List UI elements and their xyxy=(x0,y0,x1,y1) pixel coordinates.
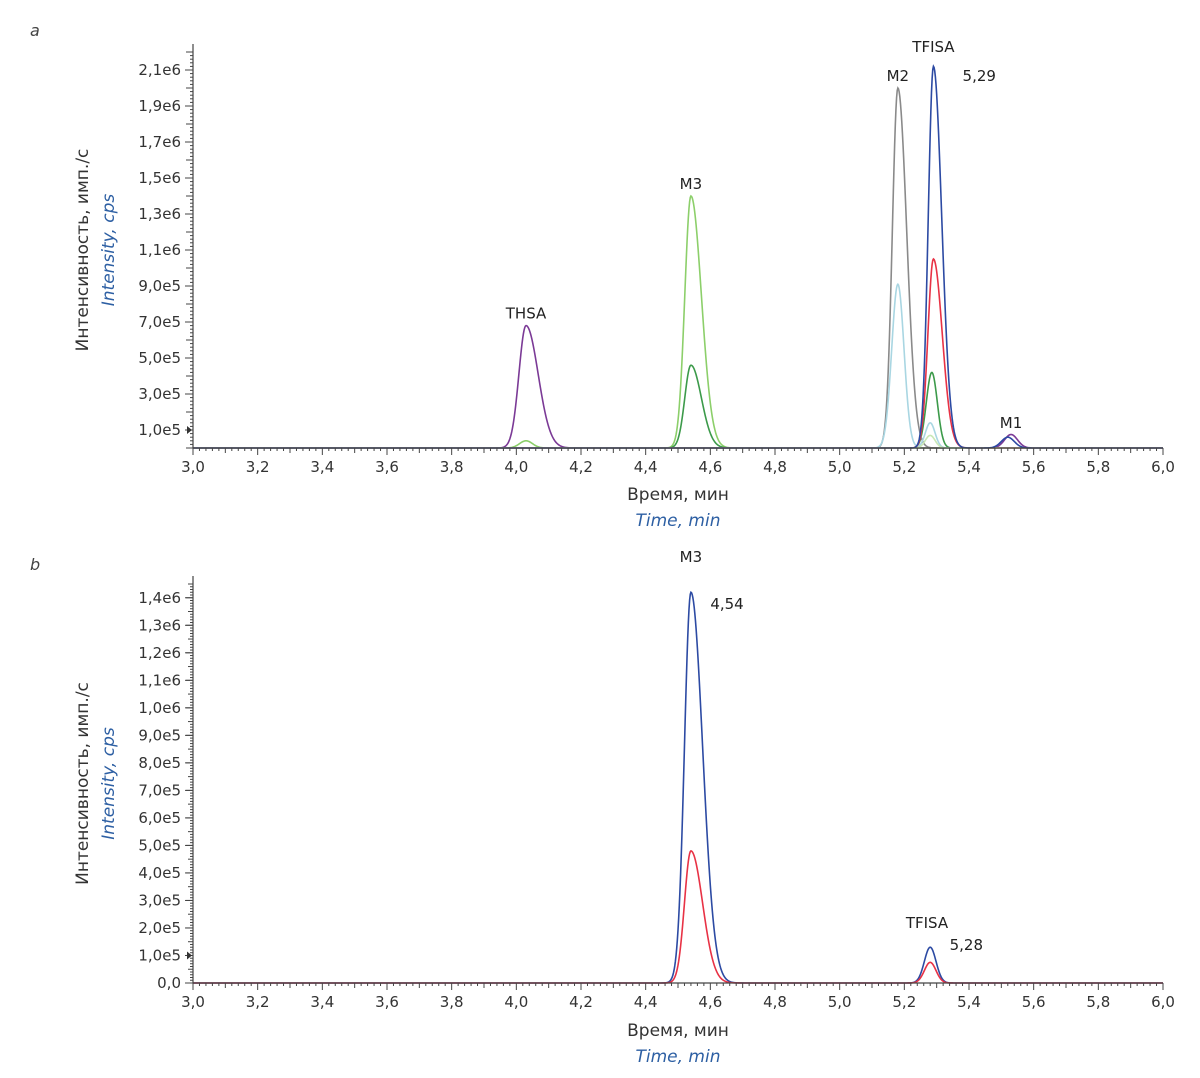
y-tick-label: 3,0e5 xyxy=(138,385,181,403)
x-axis-label-ru: Время, мин xyxy=(627,485,729,505)
y-tick-label: 1,1e6 xyxy=(138,241,181,259)
chart-panel-a: a 3,0 3,2 3,4 3,6 3,8 4,0 4,2 4,4 4,6 4,8 5,0 5,2 5,4… xyxy=(30,21,1175,531)
x-axis-label-ru: Время, мин xyxy=(627,1021,729,1041)
y-tick-label: 6,0e5 xyxy=(138,809,181,827)
x-tick-label: 4,8 xyxy=(763,458,787,476)
y-tick-label: 4,0e5 xyxy=(138,864,181,882)
x-tick-label: 6,0 xyxy=(1151,993,1175,1011)
series-group xyxy=(193,590,1163,984)
x-tick-label: 3,6 xyxy=(375,458,399,476)
x-tick-label: 4,8 xyxy=(763,993,787,1011)
x-tick-label: 3,8 xyxy=(440,458,464,476)
series-line-4 xyxy=(193,86,1163,449)
x-tick-label: 5,8 xyxy=(1086,458,1110,476)
x-tick-label: 4,2 xyxy=(569,458,593,476)
x-tick-label: 3,0 xyxy=(181,993,205,1011)
peak-label: TFISA xyxy=(905,914,949,932)
x-tick-label: 5,4 xyxy=(957,458,981,476)
y-ticks: 1,0e5 3,0e5 5,0e5 7,0e5 9,0e5 1,1e6 1,3e6 1,5e6… xyxy=(138,51,193,449)
x-tick-label: 5,2 xyxy=(892,993,916,1011)
y-tick-label: 9,0e5 xyxy=(138,726,181,744)
x-tick-label: 4,0 xyxy=(504,458,528,476)
retention-time-label: 4,54 xyxy=(710,595,743,613)
y-ticks: 0,0 1,0e5 2,0e5 3,0e5 4,0e5 5,0e5 6,0e5 7,0e5 8,… xyxy=(138,583,193,992)
x-tick-label: 6,0 xyxy=(1151,458,1175,476)
panel-letter: a xyxy=(30,21,40,40)
y-tick-label: 8,0e5 xyxy=(138,754,181,772)
peak-label: THSA xyxy=(505,304,547,322)
x-tick-label: 5,6 xyxy=(1022,993,1046,1011)
peak-label: M3 xyxy=(680,175,703,193)
y-tick-label: 1,3e6 xyxy=(138,616,181,634)
x-tick-label: 4,4 xyxy=(634,458,658,476)
x-tick-label: 3,2 xyxy=(246,993,270,1011)
y-tick-label: 1,1e6 xyxy=(138,671,181,689)
x-ticks: 3,0 3,2 3,4 3,6 3,8 4,0 4,2 4,4 4,6 4,8 5,0 5,2 5,4 5… xyxy=(181,448,1175,476)
y-tick-label: 3,0e5 xyxy=(138,891,181,909)
x-axis-label-en: Time, min xyxy=(636,511,721,531)
y-tick-label: 2,1e6 xyxy=(138,61,181,79)
retention-time-label: 5,29 xyxy=(963,67,996,85)
y-tick-label: 1,2e6 xyxy=(138,644,181,662)
y-tick-label: 7,0e5 xyxy=(138,781,181,799)
x-tick-label: 3,4 xyxy=(310,458,334,476)
x-tick-label: 5,6 xyxy=(1022,458,1046,476)
x-tick-label: 4,0 xyxy=(504,993,528,1011)
y-tick-label: 7,0e5 xyxy=(138,313,181,331)
y-axis-label-en: Intensity, cps xyxy=(99,194,119,307)
x-tick-label: 4,6 xyxy=(698,993,722,1011)
y-tick-label: 9,0e5 xyxy=(138,277,181,295)
x-tick-label: 5,2 xyxy=(892,458,916,476)
x-tick-label: 5,0 xyxy=(828,458,852,476)
y-axis-label-en: Intensity, cps xyxy=(99,727,119,840)
y-tick-label: 5,0e5 xyxy=(138,349,181,367)
x-axis-label-en: Time, min xyxy=(636,1047,721,1067)
peak-label: M3 xyxy=(680,548,703,566)
x-tick-label: 3,6 xyxy=(375,993,399,1011)
x-tick-label: 4,2 xyxy=(569,993,593,1011)
retention-time-label: 5,28 xyxy=(950,936,983,954)
peak-label: M1 xyxy=(1000,414,1023,432)
panel-letter: b xyxy=(30,555,40,574)
y-tick-label: 1,0e5 xyxy=(138,421,181,439)
x-tick-label: 4,4 xyxy=(634,993,658,1011)
y-tick-label: 1,7e6 xyxy=(138,133,181,151)
series-line-2 xyxy=(193,194,1163,449)
series-line-8 xyxy=(193,64,1163,449)
x-tick-label: 4,6 xyxy=(698,458,722,476)
x-tick-label: 5,8 xyxy=(1086,993,1110,1011)
series-line-1 xyxy=(193,590,1163,984)
x-tick-label: 3,2 xyxy=(246,458,270,476)
x-tick-label: 5,4 xyxy=(957,993,981,1011)
x-tick-label: 3,0 xyxy=(181,458,205,476)
y-tick-label: 2,0e5 xyxy=(138,919,181,937)
series-group xyxy=(193,64,1163,449)
series-line-3 xyxy=(193,364,1163,449)
peak-label: M2 xyxy=(887,67,910,85)
y-axis-marker xyxy=(187,951,192,960)
y-tick-label: 1,9e6 xyxy=(138,97,181,115)
y-tick-label: 0,0 xyxy=(157,974,181,992)
y-tick-label: 5,0e5 xyxy=(138,836,181,854)
y-tick-label: 1,4e6 xyxy=(138,589,181,607)
y-tick-label: 1,0e5 xyxy=(138,946,181,964)
x-tick-label: 3,4 xyxy=(310,993,334,1011)
chart-panel-b: b 3,0 3,2 3,4 3,6 3,8 4,0 4,2 4,4 4,6 4,8 5,0 5,2 5,4… xyxy=(30,548,1175,1067)
x-ticks: 3,0 3,2 3,4 3,6 3,8 4,0 4,2 4,4 4,6 4,8 5,0 5,2 5,4 5… xyxy=(181,983,1175,1011)
y-axis-marker xyxy=(187,426,192,434)
y-tick-label: 1,3e6 xyxy=(138,205,181,223)
y-tick-label: 1,5e6 xyxy=(138,169,181,187)
x-tick-label: 3,8 xyxy=(440,993,464,1011)
y-axis-label-ru: Интенсивность, имп./с xyxy=(73,149,93,352)
peak-label: TFISA xyxy=(911,38,955,56)
y-tick-label: 1,0e6 xyxy=(138,699,181,717)
y-axis-label-ru: Интенсивность, имп./с xyxy=(73,682,93,885)
x-tick-label: 5,0 xyxy=(828,993,852,1011)
